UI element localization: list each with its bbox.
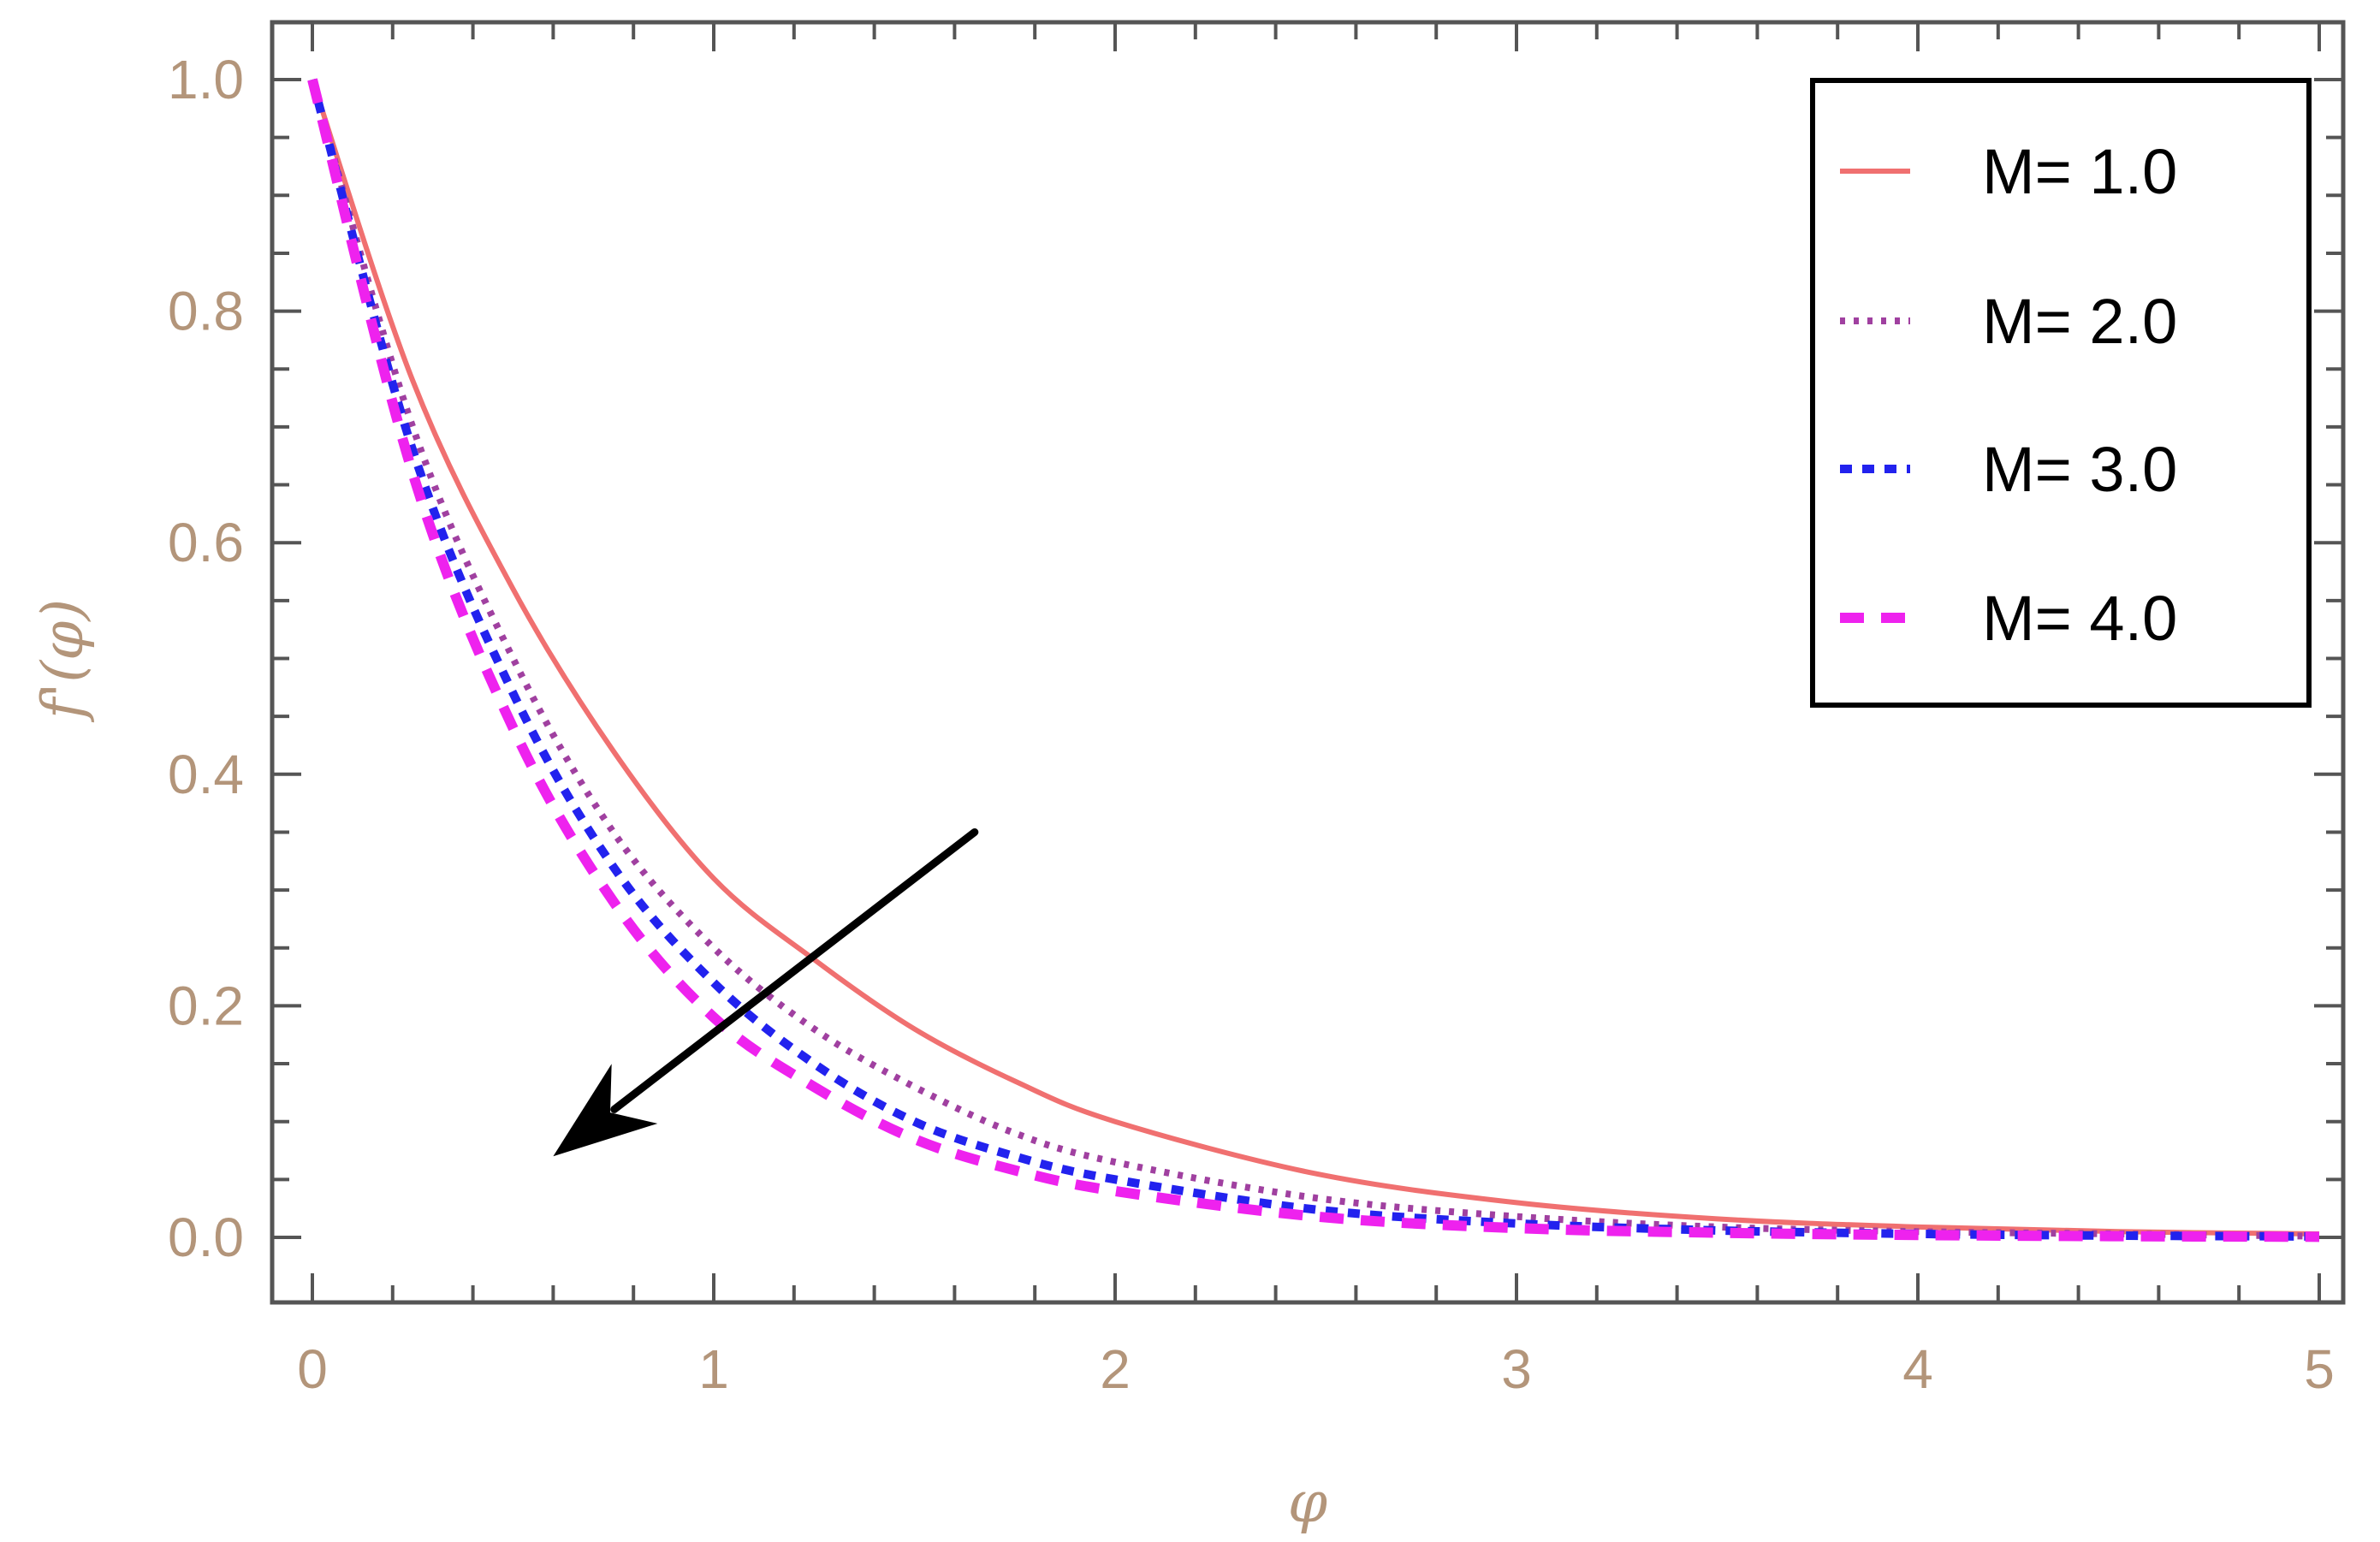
y-tick-label: 0.4 bbox=[168, 744, 244, 805]
series-line-3 bbox=[308, 78, 2320, 1241]
annotations bbox=[553, 827, 979, 1157]
arrow-head bbox=[553, 1064, 658, 1157]
axis-ticks bbox=[272, 22, 2343, 1302]
x-tick-label: 4 bbox=[1902, 1338, 1933, 1400]
y-tick-label: 0.8 bbox=[168, 281, 244, 342]
y-tick-label: 0.0 bbox=[168, 1207, 244, 1268]
legend: M= 1.0 M= 2.0 M= 3.0 M= 4.0 bbox=[1810, 78, 2312, 708]
series-line-4 bbox=[307, 78, 2320, 1242]
legend-label-3: M= 3.0 bbox=[1982, 434, 2177, 505]
legend-label-1: M= 1.0 bbox=[1982, 136, 2177, 207]
x-tick-label: 5 bbox=[2304, 1338, 2335, 1400]
x-tick-label: 3 bbox=[1501, 1338, 1532, 1400]
y-tick-label: 0.2 bbox=[168, 975, 244, 1036]
x-axis-label: φ bbox=[1288, 1469, 1327, 1535]
legend-label-4: M= 4.0 bbox=[1982, 583, 2177, 654]
legend-label-2: M= 2.0 bbox=[1982, 286, 2177, 357]
x-tick-label: 2 bbox=[1100, 1338, 1131, 1400]
legend-box bbox=[1810, 78, 2312, 708]
plot-frame bbox=[270, 20, 2346, 1305]
y-tick-label: 0.6 bbox=[168, 512, 244, 573]
tick-labels: 0 1 2 3 4 5 0.0 0.2 0.4 0.6 0.8 1.0 bbox=[168, 49, 2335, 1400]
x-tick-label: 1 bbox=[698, 1338, 729, 1400]
series-lines bbox=[307, 78, 2320, 1242]
arrow-shaft bbox=[610, 827, 979, 1113]
series-line-1 bbox=[310, 79, 2320, 1237]
x-tick-label: 0 bbox=[297, 1338, 328, 1400]
y-tick-label: 1.0 bbox=[168, 49, 244, 110]
y-axis-label: f'(φ) bbox=[30, 599, 96, 723]
legend-entries: M= 1.0 M= 2.0 M= 3.0 M= 4.0 bbox=[1840, 136, 2177, 654]
